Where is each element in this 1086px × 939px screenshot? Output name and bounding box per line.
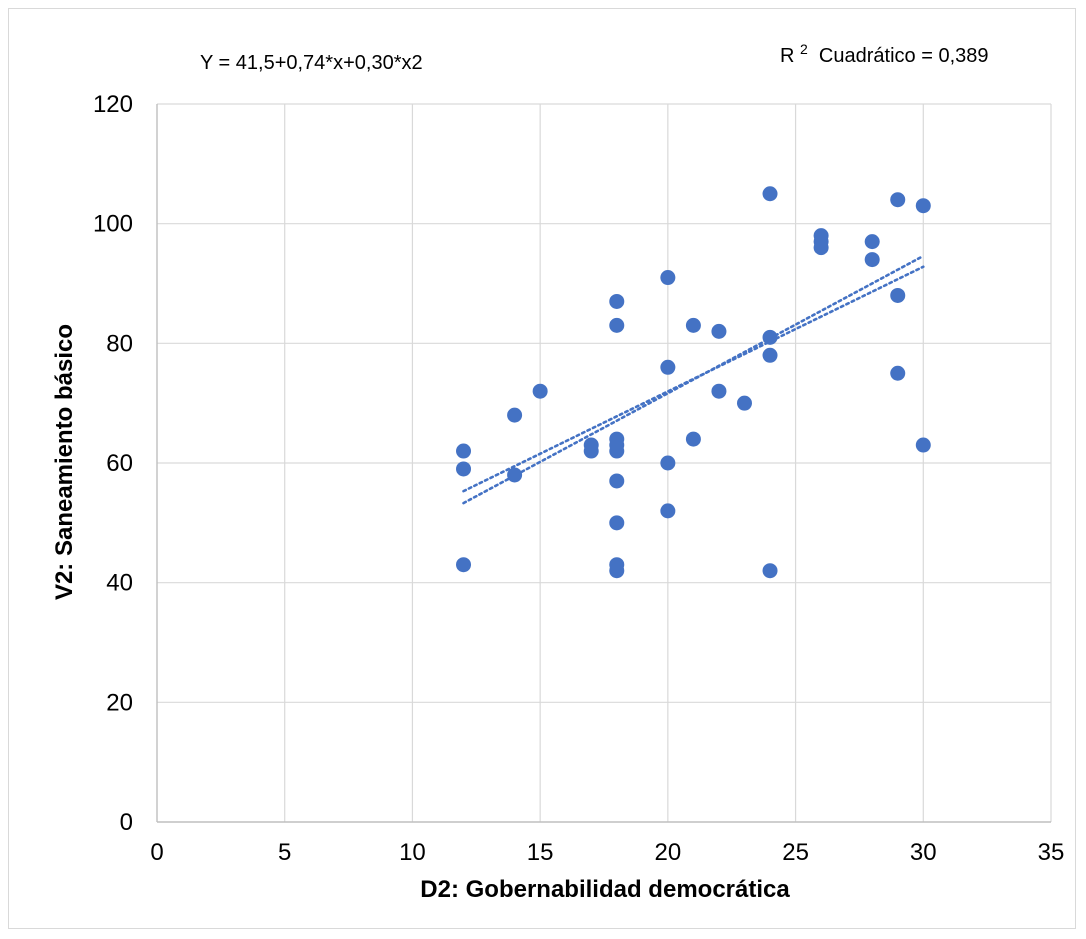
r-squared-rest: Cuadrático = 0,389 (813, 45, 988, 67)
data-point (609, 443, 625, 459)
data-point (762, 563, 778, 579)
data-point (762, 186, 778, 202)
data-point (507, 467, 523, 483)
data-point (532, 383, 548, 399)
data-point (507, 407, 523, 423)
data-point (736, 395, 752, 411)
x-tick-label: 35 (1038, 839, 1065, 866)
data-point (762, 329, 778, 345)
x-tick-label: 30 (910, 839, 937, 866)
y-axis-title: V2: Saneamiento básico (51, 324, 78, 600)
equation-annotation: Y = 41,5+0,74*x+0,30*x2 (200, 52, 423, 74)
r-squared-r: R (780, 45, 794, 67)
data-point (915, 437, 931, 453)
data-point (609, 515, 625, 531)
data-point (915, 198, 931, 214)
data-point (660, 270, 676, 286)
data-point (685, 431, 701, 447)
data-point (813, 240, 829, 256)
chart-frame (8, 8, 1076, 929)
x-tick-label: 0 (150, 839, 163, 866)
data-point (660, 503, 676, 519)
data-point (660, 455, 676, 471)
data-point (890, 287, 906, 303)
y-tick-label: 20 (106, 689, 133, 716)
r-squared-superscript: 2 (800, 41, 808, 57)
gridlines (157, 103, 1052, 822)
y-tick-label: 100 (93, 211, 133, 238)
x-tick-label: 15 (527, 839, 554, 866)
axes (156, 104, 1051, 823)
trendline (462, 265, 925, 493)
data-point (456, 557, 472, 573)
x-axis-title: D2: Gobernabilidad democrática (420, 876, 790, 903)
data-point (864, 234, 880, 250)
data-point (609, 473, 625, 489)
data-point (609, 563, 625, 579)
x-tick-label: 5 (278, 839, 291, 866)
data-point (762, 347, 778, 363)
data-point (609, 317, 625, 333)
data-point (609, 293, 625, 309)
x-tick-label: 10 (399, 839, 426, 866)
data-point (456, 461, 472, 477)
data-point (456, 443, 472, 459)
y-tick-label: 0 (120, 809, 133, 836)
tick-labels: 0 5 10 15 20 25 30 35 0 20 40 60 80 100 120 (93, 91, 1064, 866)
x-tick-label: 20 (655, 839, 682, 866)
y-tick-label: 120 (93, 91, 133, 118)
y-tick-label: 40 (106, 570, 133, 597)
data-point (864, 252, 880, 268)
data-point (711, 383, 727, 399)
y-tick-label: 60 (106, 450, 133, 477)
y-tick-label: 80 (106, 330, 133, 357)
x-tick-label: 25 (782, 839, 809, 866)
data-point (711, 323, 727, 339)
data-point (890, 192, 906, 208)
data-point (660, 359, 676, 375)
data-point (685, 317, 701, 333)
data-point (890, 365, 906, 381)
data-points (456, 186, 931, 579)
r-squared-annotation: R 2 Cuadrático = 0,389 (780, 37, 989, 67)
data-point (583, 443, 599, 459)
trendlines (462, 254, 925, 505)
